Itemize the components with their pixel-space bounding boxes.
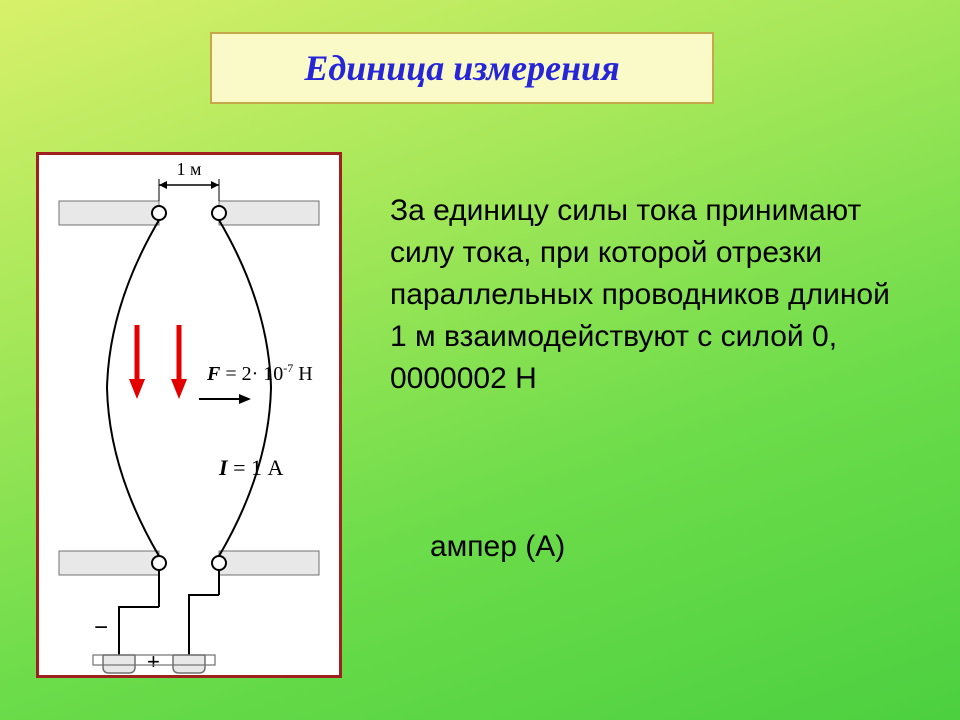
title-text: Единица измерения [304, 47, 619, 89]
force-h-head [239, 394, 251, 404]
ampere-diagram: 1 м F = 2· 10-7 Н I = 1 А [36, 152, 342, 678]
wire-battery-right [189, 595, 219, 655]
top-pivot-left [152, 206, 166, 220]
current-label: I = 1 А [218, 455, 283, 480]
top-pivot-right [212, 206, 226, 220]
battery-cup-plus [173, 655, 205, 673]
top-plate-right [219, 201, 319, 225]
bottom-plate-left [59, 551, 159, 575]
top-plate-left [59, 201, 159, 225]
unit-text: ампер (А) [430, 530, 565, 564]
battery-minus-label: − [94, 614, 108, 641]
battery-cup-minus [103, 655, 135, 673]
bottom-pivot-left [152, 556, 166, 570]
arrow-right-head [171, 379, 187, 399]
dim-arrow-left [159, 181, 167, 189]
slide: Единица измерения 1 м [0, 0, 960, 720]
bottom-pivot-right [212, 556, 226, 570]
dim-arrow-right [211, 181, 219, 189]
dim-label: 1 м [177, 159, 202, 179]
diagram-svg: 1 м F = 2· 10-7 Н I = 1 А [39, 155, 339, 675]
arrow-left-head [129, 379, 145, 399]
definition-text: За единицу силы тока принимают силу тока… [390, 190, 910, 400]
right-wire [219, 220, 271, 556]
title-box: Единица измерения [210, 32, 714, 104]
battery-plus-label: + [147, 649, 160, 674]
bottom-plate-right [219, 551, 319, 575]
force-label: F = 2· 10-7 Н [206, 361, 313, 385]
wire-battery-left [119, 607, 159, 655]
